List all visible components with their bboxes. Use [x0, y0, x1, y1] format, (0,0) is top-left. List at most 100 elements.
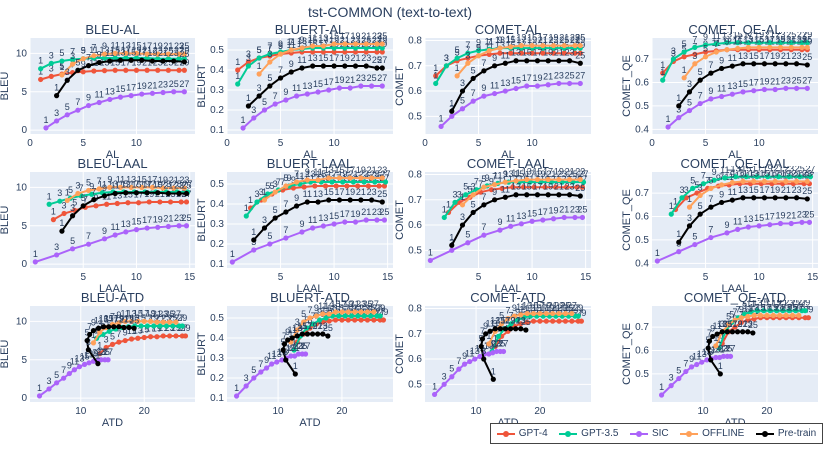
x-axis-label: ATD	[102, 417, 123, 429]
point-label: 7	[75, 97, 80, 107]
point-label: 1	[38, 56, 43, 66]
data-point	[251, 375, 257, 381]
data-point	[315, 331, 321, 337]
point-label: 9	[503, 169, 508, 179]
point-label: 25	[129, 315, 139, 325]
point-label: 15	[749, 185, 759, 195]
data-point	[379, 175, 385, 181]
point-label: 7	[258, 359, 263, 369]
data-point	[96, 59, 102, 66]
data-point	[309, 331, 316, 337]
point-label: 13	[99, 314, 109, 324]
legend-item-pre-train[interactable]: Pre-train	[755, 428, 816, 439]
point-label: 17	[337, 299, 347, 309]
data-point	[374, 217, 380, 223]
subplot-title: BLUERT-ATD	[270, 290, 350, 305]
data-point	[717, 371, 723, 377]
data-point	[465, 55, 471, 61]
data-point	[322, 183, 329, 189]
data-point	[492, 90, 498, 97]
data-point	[95, 361, 101, 367]
point-label: 17	[340, 31, 350, 41]
point-label: 21	[340, 35, 350, 45]
point-label: 19	[776, 211, 786, 221]
point-label: 15	[532, 167, 542, 177]
point-label: 5	[267, 231, 272, 241]
data-point	[170, 323, 176, 329]
point-label: 13	[495, 40, 505, 50]
data-point	[299, 45, 305, 51]
point-label: 1	[230, 249, 235, 259]
point-label: 15	[123, 190, 133, 200]
data-point	[505, 316, 511, 322]
data-point	[133, 227, 140, 233]
data-point	[173, 319, 179, 325]
data-point	[772, 61, 778, 67]
x-tick-label: 0	[224, 138, 230, 149]
data-point	[699, 359, 705, 365]
point-label: 11	[98, 180, 107, 190]
point-label: 13	[743, 214, 753, 224]
point-label: 27	[372, 35, 382, 45]
legend-item-gpt-4[interactable]: GPT-4	[496, 428, 548, 439]
data-point	[524, 192, 530, 198]
y-tick-label: 0.1	[210, 393, 224, 404]
point-label: 19	[768, 302, 778, 312]
data-point	[85, 187, 92, 194]
data-point	[112, 50, 118, 56]
point-label: 1	[720, 330, 725, 340]
x-tick-label: 5	[278, 272, 284, 283]
data-point	[727, 353, 734, 359]
point-label: 7	[97, 176, 102, 186]
data-point	[165, 223, 171, 230]
y-axis-label: BLEURT	[196, 332, 208, 375]
y-tick-label: 0.5	[635, 101, 649, 112]
data-point	[304, 91, 310, 97]
data-point	[89, 191, 95, 197]
point-label: 27	[578, 169, 588, 179]
point-label: 1	[446, 199, 451, 209]
point-label: 11	[287, 325, 296, 335]
point-label: 27	[573, 308, 583, 318]
point-label: 3	[104, 334, 109, 344]
data-point	[358, 83, 364, 89]
data-point	[751, 312, 757, 318]
point-label: 1	[460, 192, 465, 202]
point-label: 21	[778, 298, 788, 308]
point-label: 17	[334, 187, 344, 197]
point-label: 19	[131, 57, 141, 67]
point-label: 15	[529, 301, 539, 311]
point-label: 13	[74, 354, 84, 364]
data-point	[280, 347, 286, 353]
point-label: 19	[770, 51, 780, 61]
point-label: 7	[280, 177, 285, 187]
x-axis-label: LAAL	[722, 283, 749, 295]
point-label: 11	[303, 189, 312, 199]
point-label: 25	[163, 57, 173, 67]
data-point	[128, 184, 134, 190]
data-point	[320, 63, 326, 69]
point-label: 23	[161, 313, 171, 323]
legend-item-sic[interactable]: SIC	[629, 428, 669, 439]
legend-item-gpt-3.5[interactable]: GPT-3.5	[559, 428, 618, 439]
point-label: 17	[516, 35, 526, 45]
point-label: 5	[59, 48, 64, 58]
point-label: 13	[297, 36, 307, 46]
data-point	[269, 361, 275, 367]
point-label: 29	[575, 35, 585, 45]
data-point	[686, 107, 693, 114]
point-label: 21	[348, 169, 358, 179]
point-label: 21	[765, 30, 775, 40]
point-label: 25	[165, 309, 175, 319]
point-label: 9	[462, 351, 467, 361]
point-label: 11	[501, 50, 510, 60]
point-label: 23	[158, 309, 168, 319]
data-point	[313, 313, 319, 319]
point-label: 27	[375, 307, 385, 317]
legend: GPT-4 GPT-3.5 SIC OFFLINE Pre-train	[490, 423, 823, 444]
legend-item-offline[interactable]: OFFLINE	[680, 428, 744, 439]
point-label: 1	[718, 361, 723, 371]
point-label: 19	[152, 324, 162, 334]
point-label: 29	[179, 46, 189, 56]
point-label: 27	[179, 79, 189, 89]
